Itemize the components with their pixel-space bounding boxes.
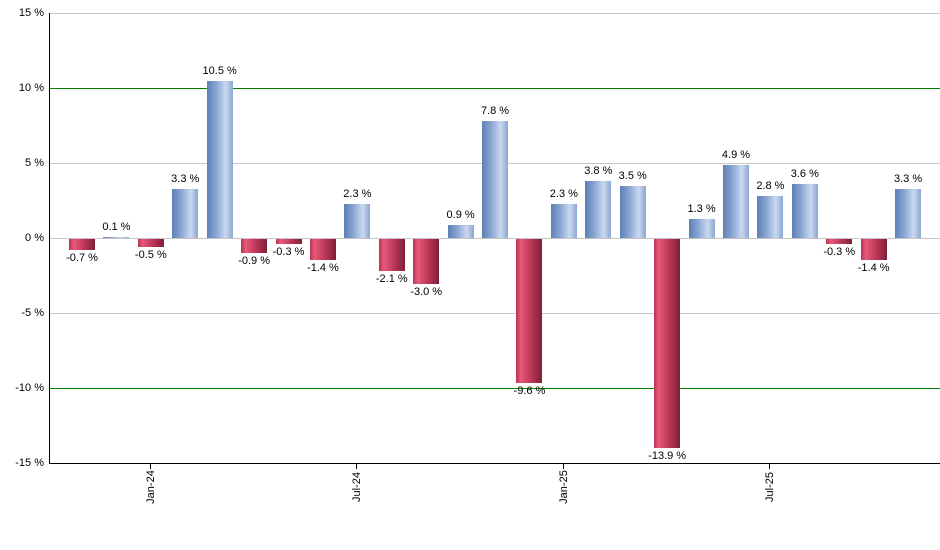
bar-Jul-24: [344, 203, 371, 238]
x-axis-tick-label: Jul-25: [764, 472, 777, 502]
bar-value-label: -0.7 %: [66, 251, 98, 264]
bar-value-label: 0.9 %: [446, 208, 475, 221]
bar-Apr-24: [241, 239, 268, 253]
bar-Feb-24: [172, 188, 199, 238]
x-axis-tick-label: Jan-24: [144, 470, 157, 504]
bar-value-label: 7.8 %: [480, 105, 510, 117]
bar-value-label: 2.8 %: [756, 180, 785, 192]
bar-Nov-24: [482, 121, 509, 238]
plot-area: -0.7 % 0.1 % -0.5 % 3.3 % 10.5 % -0.9 % -0.3 %…: [49, 12, 940, 464]
bar-value-label: 2.3 %: [549, 187, 578, 200]
bar-value-label: -3.0 %: [410, 286, 443, 298]
x-axis-tick: [769, 464, 771, 469]
bar-Jun-25: [722, 164, 749, 238]
bar-Nov-25: [895, 188, 922, 238]
bar-value-label: -0.9 %: [238, 254, 270, 267]
bar-value-label: -2.1 %: [375, 272, 408, 285]
y-axis-label: 15 %: [18, 7, 44, 19]
x-axis-tick: [562, 464, 564, 469]
y-axis-label: -10 %: [15, 382, 44, 394]
y-axis-label: -5 %: [21, 307, 44, 319]
bar-value-label: -0.3 %: [823, 245, 856, 258]
bar-Mar-24: [206, 80, 233, 238]
bar-value-label: 0.1 %: [102, 220, 131, 233]
gridline--5: [50, 312, 940, 314]
gridline-0: [50, 237, 940, 239]
bar-value-label: -0.3 %: [272, 245, 305, 258]
bar-value-label: 2.3 %: [343, 187, 372, 200]
bar-Nov-23: [69, 239, 95, 250]
x-axis-tick-label: Jul-24: [351, 472, 364, 502]
bar-value-label: -9.6 %: [513, 385, 546, 397]
bar-Mar-25: [619, 185, 646, 238]
x-axis-tick-label: Jan-25: [557, 470, 570, 504]
bar-Dec-24: [516, 239, 543, 383]
bar-value-label: -13.9 %: [648, 449, 687, 462]
bar-value-label: -1.4 %: [307, 262, 339, 274]
bar-value-label: 3.6 %: [790, 168, 819, 180]
bar-May-24: [275, 239, 302, 244]
bar-Apr-25: [654, 239, 681, 448]
bar-value-label: -0.5 %: [134, 248, 167, 261]
bar-value-label: 3.8 %: [584, 165, 613, 177]
bar-value-label: 1.3 %: [687, 202, 716, 215]
bar-Jan-24: [137, 239, 164, 247]
bar-Aug-24: [378, 239, 405, 271]
bar-value-label: 4.9 %: [721, 148, 751, 161]
bar-Oct-24: [447, 224, 474, 238]
bar-Aug-25: [791, 184, 818, 238]
x-axis-tick: [149, 464, 151, 469]
bar-value-label: -1.4 %: [857, 262, 890, 274]
gridline--10: [50, 387, 940, 389]
bar-Jun-24: [309, 239, 336, 260]
bar-value-label: 3.5 %: [618, 169, 647, 182]
bar-Jul-25: [757, 196, 784, 238]
y-axis-label: 10 %: [18, 82, 44, 94]
bar-Dec-23: [103, 236, 130, 238]
bar-value-label: 10.5 %: [202, 64, 237, 77]
x-axis-tick: [356, 464, 358, 469]
gridline-10: [50, 87, 940, 89]
bar-Feb-25: [585, 181, 612, 238]
bar-May-25: [688, 218, 715, 238]
bar-Sep-25: [826, 239, 853, 244]
bar-Sep-24: [413, 239, 440, 284]
y-axis-label: -15 %: [15, 457, 44, 469]
gridline-15: [50, 12, 940, 14]
y-axis-label: 5 %: [25, 157, 44, 169]
bar-value-label: 3.3 %: [894, 172, 923, 185]
y-axis-label: 0 %: [25, 232, 44, 244]
bar-value-label: 3.3 %: [171, 172, 200, 185]
bar-Oct-25: [860, 239, 887, 260]
bar-Jan-25: [550, 203, 577, 238]
